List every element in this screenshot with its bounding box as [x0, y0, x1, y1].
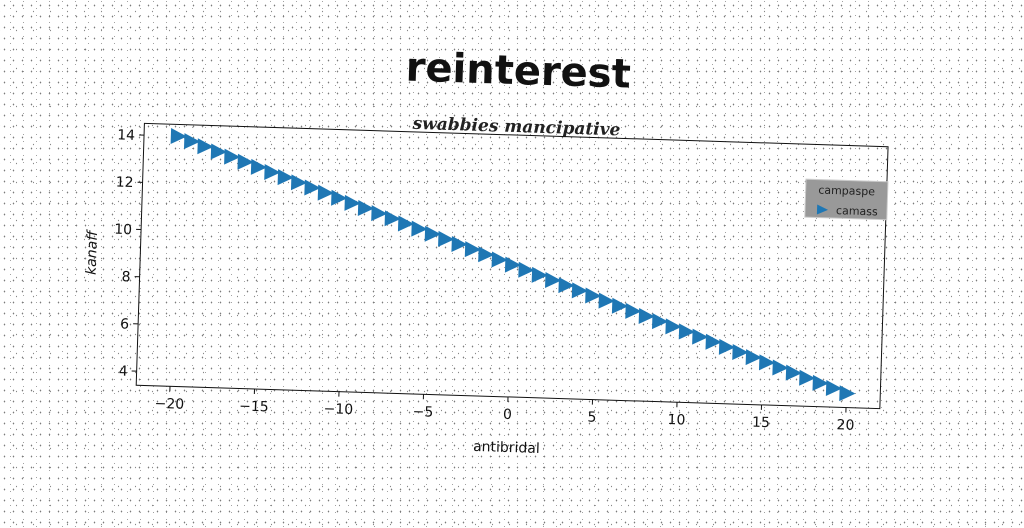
y-tick-label: 12 [115, 175, 133, 192]
legend-title: campaspe [818, 184, 875, 199]
x-tick-label: −10 [323, 401, 353, 418]
y-tick-label: 14 [117, 127, 135, 144]
x-tick-label: −20 [154, 396, 184, 413]
x-tick-label: −5 [412, 404, 433, 421]
y-axis-label: kanaff [84, 229, 101, 276]
x-tick-label: 5 [587, 409, 596, 425]
x-tick-label: 10 [667, 412, 685, 429]
y-tick-label: 4 [118, 364, 127, 380]
chart-subtitle: swabbies mancipative [411, 114, 621, 141]
chart-title: reinterest [405, 45, 631, 98]
y-tick-label: 10 [114, 222, 132, 239]
y-tick-label: 6 [120, 316, 129, 332]
x-axis-ticks: −20 −15 −10 −5 0 5 10 15 20 [154, 386, 855, 434]
legend: campaspe camass [805, 179, 888, 220]
x-tick-label: 0 [503, 407, 512, 423]
legend-label-camass: camass [836, 204, 878, 218]
scatter-point [839, 385, 855, 401]
x-tick-label: −15 [239, 399, 269, 416]
x-axis-label: antibridal [473, 439, 540, 457]
data-marks [163, 128, 863, 402]
y-axis-ticks: 4 6 8 10 12 14 [110, 127, 145, 380]
x-tick-label: 15 [752, 415, 770, 432]
y-tick-label: 8 [121, 269, 130, 285]
x-tick-label: 20 [836, 417, 854, 434]
